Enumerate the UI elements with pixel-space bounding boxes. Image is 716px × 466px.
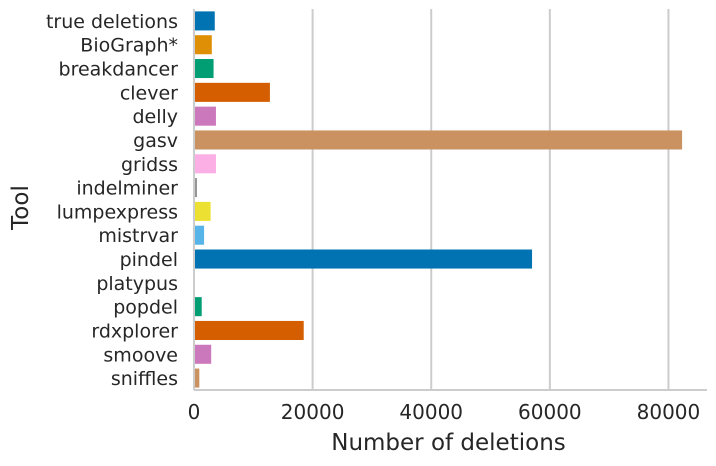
bar	[194, 225, 205, 245]
x-tick-label: 60000	[518, 400, 582, 424]
bar	[194, 368, 200, 388]
x-tick-label: 0	[188, 400, 201, 424]
y-tick-label: BioGraph*	[80, 35, 178, 57]
y-tick-label: breakdancer	[59, 59, 179, 81]
y-tick-label: gasv	[133, 130, 178, 152]
y-tick-label: popdel	[113, 297, 178, 319]
bar	[194, 201, 211, 221]
y-tick-label: rdxplorer	[91, 320, 178, 342]
y-tick-label: sniffles	[111, 368, 178, 390]
bar	[194, 154, 216, 174]
x-axis-title: Number of deletions	[331, 430, 566, 456]
y-tick-labels: true deletionsBioGraph*breakdancerclever…	[46, 11, 178, 390]
bar	[194, 249, 533, 269]
bar	[194, 82, 270, 102]
bar	[194, 59, 214, 79]
x-tick-label: 40000	[399, 400, 463, 424]
grid-lines	[311, 9, 670, 390]
y-tick-label: platypus	[96, 273, 178, 295]
bar	[194, 178, 197, 198]
y-tick-label: clever	[120, 82, 178, 104]
bar	[194, 11, 215, 31]
bars	[194, 11, 683, 388]
x-tick-label: 80000	[637, 400, 701, 424]
y-tick-label: mistrvar	[98, 225, 178, 247]
x-tick-labels: 0 20000 40000 60000 80000	[188, 400, 701, 424]
y-axis-title: Tool	[8, 185, 34, 231]
y-tick-label: pindel	[120, 249, 178, 271]
y-tick-label: indelminer	[76, 178, 178, 200]
bar	[194, 344, 212, 364]
bar	[194, 106, 216, 126]
y-tick-label: lumpexpress	[57, 201, 178, 223]
bar	[194, 35, 212, 55]
y-tick-label: true deletions	[46, 11, 178, 33]
y-tick-label: gridss	[121, 154, 178, 176]
y-tick-label: smoove	[103, 344, 178, 366]
bar	[194, 297, 202, 317]
bar	[194, 130, 683, 150]
y-tick-label: delly	[132, 106, 178, 128]
bar	[194, 320, 304, 340]
x-tick-label: 20000	[281, 400, 345, 424]
